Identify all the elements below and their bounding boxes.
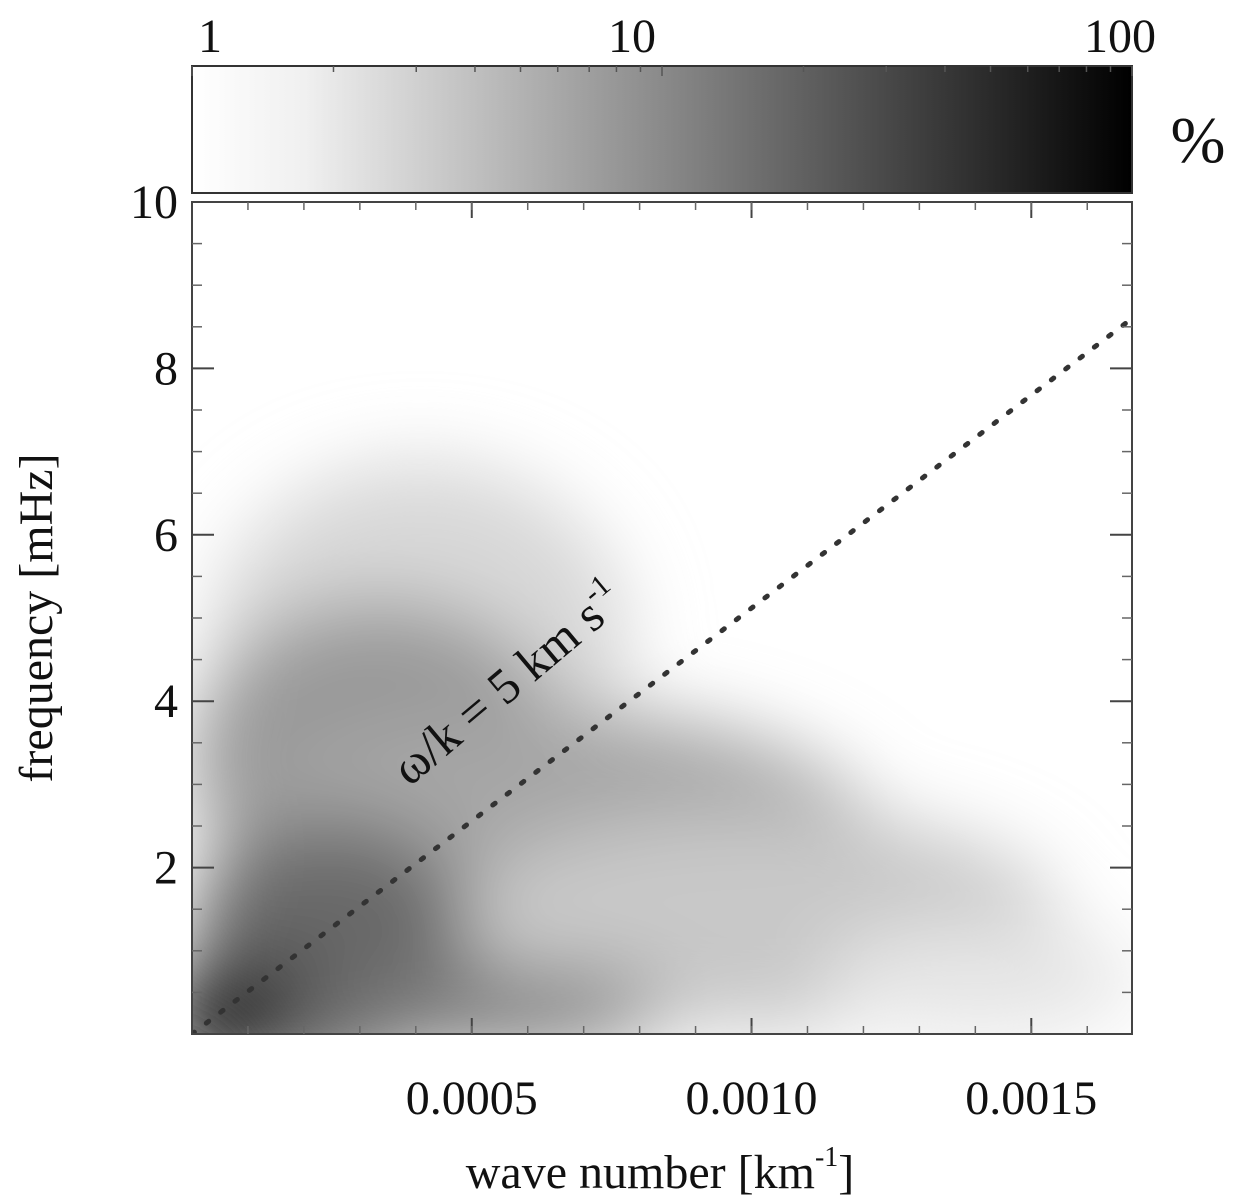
colorbar-gradient [191,65,1133,194]
axis-ticks [192,201,1132,1034]
y-tick-label: 4 [154,675,178,728]
x-axis-title: wave number [km-1] [466,1142,855,1199]
colorbar-ticks [191,66,1133,76]
heatmap-field [192,202,1132,1034]
x-tick-label: 0.0010 [686,1072,818,1125]
colorbar: 1 10 100 % [191,10,1226,194]
y-tick-label: 2 [154,842,178,895]
colorbar-tick-label-10: 10 [608,10,656,63]
colorbar-unit-label: % [1171,104,1226,177]
x-axis-title-main: wave number [km [466,1146,815,1199]
y-axis-title: frequency [mHz] [10,453,63,782]
x-axis-title-sup: -1 [815,1142,838,1173]
x-tick-label: 0.0015 [965,1072,1097,1125]
x-tick-label: 0.0005 [406,1072,538,1125]
y-tick-label: 8 [154,342,178,395]
phase-speed-reference-line [192,315,1132,1034]
y-tick-label: 6 [154,509,178,562]
colorbar-tick-label-1: 1 [198,10,222,63]
y-tick-label: 10 [130,176,178,229]
axis-tick-labels: 0.0005 0.0010 0.0015 2 4 6 8 10 [130,176,1097,1125]
colorbar-tick-label-100: 100 [1084,10,1156,63]
x-axis-title-tail: ] [838,1146,854,1199]
